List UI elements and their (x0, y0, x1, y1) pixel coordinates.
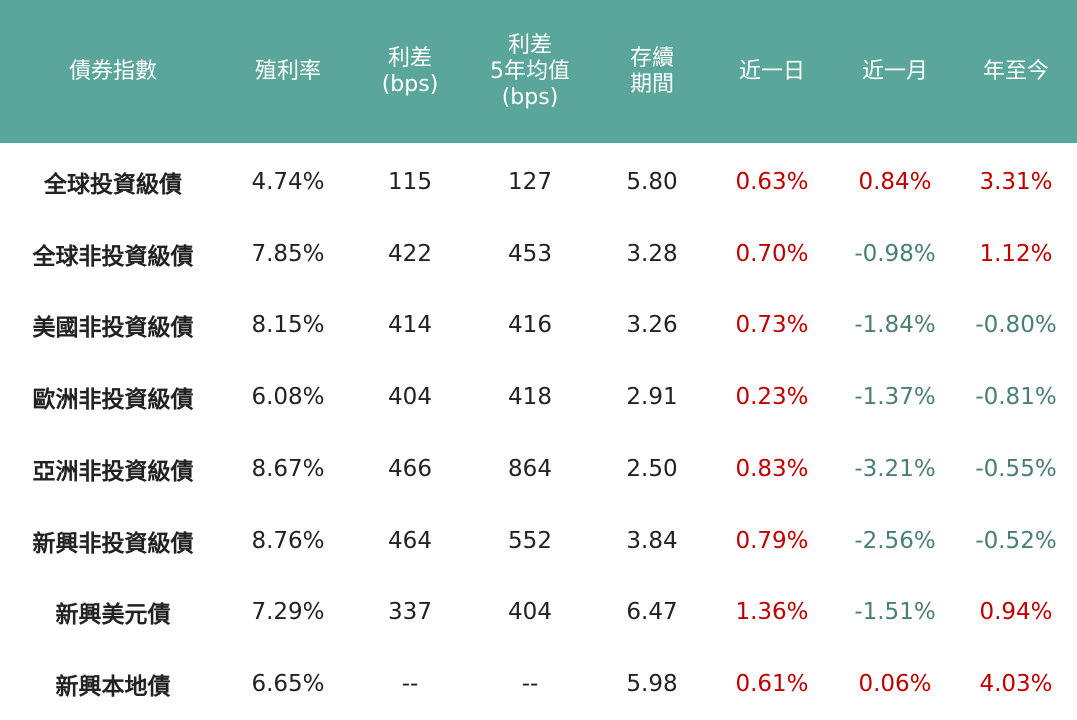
table-cell: 0.84% (858, 169, 932, 195)
table-cell: 404 (388, 384, 432, 411)
table-cell: 8.67% (251, 455, 325, 482)
table-cell: 6.08% (251, 384, 325, 411)
table-cell: 3.31% (979, 169, 1053, 195)
table-cell: 5.80 (626, 169, 678, 195)
row-label: 全球投資級債 (44, 172, 182, 198)
header-text: 5年均值 (490, 58, 570, 84)
table-cell: -2.56% (854, 527, 936, 554)
header-text: 債券指數 (68, 58, 157, 84)
header-text: 期間 (629, 71, 674, 97)
table-cell: -0.80% (975, 312, 1057, 339)
table-cell: 0.83% (735, 455, 809, 482)
header-cell: 近一日 (712, 0, 832, 143)
table-cell: 7.85% (251, 240, 325, 267)
table-cell: 0.79% (735, 527, 809, 554)
table-cell: 8.76% (251, 527, 325, 554)
table-cell: -0.52% (975, 527, 1057, 554)
header-text: (bps) (501, 84, 559, 110)
table-cell: 3.26 (626, 312, 678, 339)
header-text: 近一月 (861, 58, 928, 84)
table-cell: 0.73% (735, 312, 809, 339)
header-text: 年至今 (982, 58, 1049, 84)
header-cell: 債券指數 (13, 0, 213, 143)
table-cell: 6.65% (251, 670, 325, 697)
table-cell: 2.91 (626, 384, 678, 411)
table-cell: 5.98 (626, 670, 678, 697)
table-cell: 464 (388, 527, 432, 554)
table-cell: -1.84% (854, 312, 936, 339)
header-background (0, 0, 1077, 143)
table-cell: 552 (508, 527, 552, 554)
header-text: 近一日 (738, 58, 805, 84)
table-cell: 864 (508, 455, 552, 482)
table-cell: 418 (508, 384, 552, 411)
header-cell: 年至今 (956, 0, 1076, 143)
table-cell: 0.06% (858, 670, 932, 697)
header-text: 利差 (507, 32, 552, 58)
table-cell: 466 (388, 455, 432, 482)
header-cell: 存續 期間 (597, 0, 707, 143)
header-cell: 近一月 (835, 0, 955, 143)
table-cell: -0.55% (975, 455, 1057, 482)
header-text: 存續 (629, 45, 674, 71)
table-cell: 127 (508, 169, 552, 195)
table-cell: 0.70% (735, 240, 809, 267)
header-cell: 殖利率 (223, 0, 353, 143)
header-text: 利差 (387, 45, 432, 71)
header-cell: 利差 (bps) (355, 0, 465, 143)
header-text: 殖利率 (254, 58, 321, 84)
table-cell: 4.74% (251, 169, 325, 195)
table-cell: -0.81% (975, 384, 1057, 411)
table-cell: -0.98% (854, 240, 936, 267)
table-cell: 404 (508, 599, 552, 626)
row-label: 新興非投資級債 (32, 530, 194, 557)
row-label: 歐洲非投資級債 (32, 387, 194, 414)
table-cell: 1.36% (735, 599, 809, 626)
table-cell: 7.29% (251, 599, 325, 626)
row-label: 全球非投資級債 (32, 243, 194, 270)
table-cell: 414 (388, 312, 432, 339)
table-cell: 0.61% (735, 670, 809, 697)
row-label: 新興美元債 (55, 602, 171, 629)
table-cell: -1.51% (854, 599, 936, 626)
table-cell: 1.12% (979, 240, 1053, 267)
table-cell: -3.21% (854, 455, 936, 482)
table-cell: -- (521, 670, 539, 697)
row-label: 亞洲非投資級債 (32, 458, 194, 485)
table-cell: -1.37% (854, 384, 936, 411)
table-cell: 337 (388, 599, 432, 626)
header-text: (bps) (381, 71, 439, 97)
row-label: 新興本地債 (55, 673, 171, 700)
table-cell: 3.84 (626, 527, 678, 554)
table-cell: 4.03% (979, 670, 1053, 697)
table-cell: 416 (508, 312, 552, 339)
table-cell: 115 (388, 169, 432, 195)
table-cell: 422 (388, 240, 432, 267)
table-cell: 0.94% (979, 599, 1053, 626)
table-cell: 0.23% (735, 384, 809, 411)
table-cell: 2.50 (626, 455, 678, 482)
table-cell: 0.63% (735, 169, 809, 195)
row-label: 美國非投資級債 (32, 315, 194, 342)
table-cell: 453 (508, 240, 552, 267)
header-cell: 利差 5年均值 (bps) (465, 0, 595, 143)
table-cell: -- (401, 670, 419, 697)
table-cell: 8.15% (251, 312, 325, 339)
table-cell: 6.47 (626, 599, 678, 626)
table-cell: 3.28 (626, 240, 678, 267)
